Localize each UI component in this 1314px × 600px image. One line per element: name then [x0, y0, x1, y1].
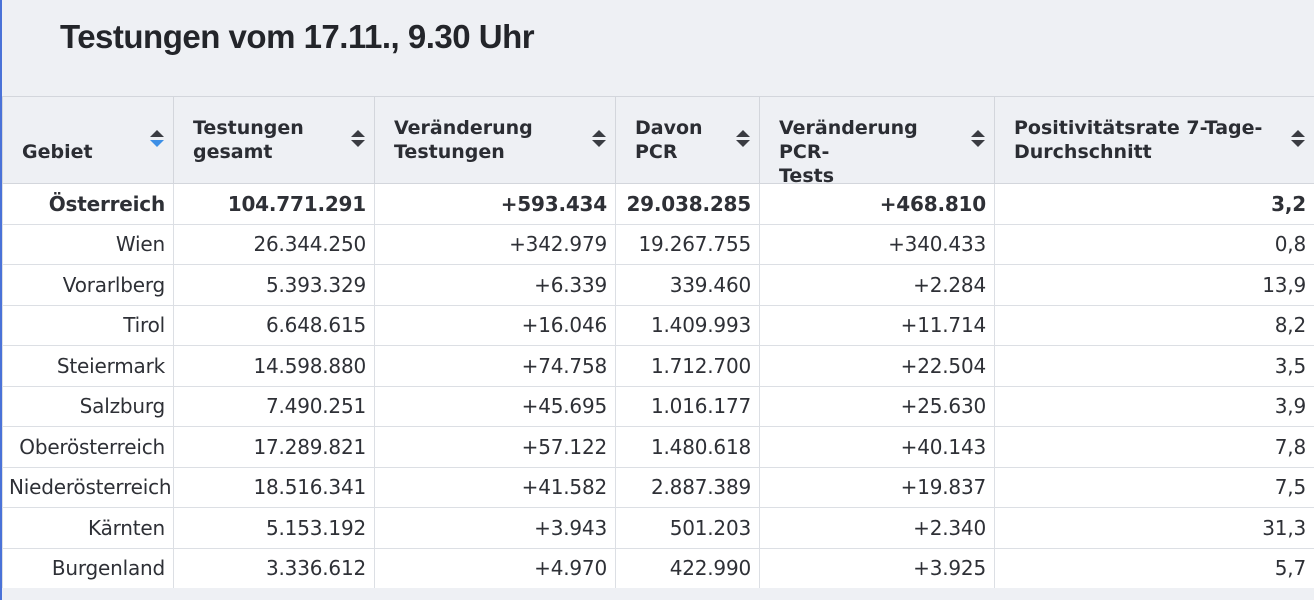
cell-veraenderung-pcr-tests: +19.837 [759, 466, 995, 508]
cell-veraenderung-testungen: +4.970 [374, 547, 616, 589]
cell-veraenderung-testungen: +6.339 [374, 264, 616, 306]
cell-testungen-gesamt: 26.344.250 [173, 223, 375, 265]
column-header-label: Positivitätsrate 7-Tage- Durchschnitt [1014, 117, 1263, 163]
cell-testungen-gesamt: 104.771.291 [173, 183, 375, 225]
cell-gebiet: Wien [2, 223, 174, 265]
cell-testungen-gesamt: 3.336.612 [173, 547, 375, 589]
column-header-label: Davon PCR [635, 117, 703, 163]
cell-davon-pcr: 1.016.177 [615, 385, 760, 427]
cell-gebiet: Vorarlberg [2, 264, 174, 306]
cell-testungen-gesamt: 14.598.880 [173, 345, 375, 387]
cell-veraenderung-testungen: +3.943 [374, 507, 616, 549]
cell-gebiet: Steiermark [2, 345, 174, 387]
cell-testungen-gesamt: 5.153.192 [173, 507, 375, 549]
cell-gebiet: Niederösterreich [2, 466, 174, 508]
table-row: Steiermark 14.598.880 +74.758 1.712.700 … [2, 345, 1314, 387]
cell-veraenderung-testungen: +41.582 [374, 466, 616, 508]
column-header-davon-pcr[interactable]: Davon PCR [615, 96, 760, 184]
cell-positivitaetsrate: 3,2 [994, 183, 1314, 225]
cell-veraenderung-pcr-tests: +22.504 [759, 345, 995, 387]
cell-veraenderung-pcr-tests: +2.284 [759, 264, 995, 306]
cell-gebiet: Salzburg [2, 385, 174, 427]
cell-davon-pcr: 2.887.389 [615, 466, 760, 508]
table-row: Burgenland 3.336.612 +4.970 422.990 +3.9… [2, 547, 1314, 589]
cell-testungen-gesamt: 6.648.615 [173, 304, 375, 346]
cell-veraenderung-pcr-tests: +3.925 [759, 547, 995, 589]
sort-icon[interactable] [971, 130, 985, 148]
cell-davon-pcr: 501.203 [615, 507, 760, 549]
cell-davon-pcr: 422.990 [615, 547, 760, 589]
cell-davon-pcr: 29.038.285 [615, 183, 760, 225]
cell-positivitaetsrate: 0,8 [994, 223, 1314, 265]
cell-veraenderung-pcr-tests: +468.810 [759, 183, 995, 225]
cell-veraenderung-pcr-tests: +11.714 [759, 304, 995, 346]
cell-positivitaetsrate: 31,3 [994, 507, 1314, 549]
column-header-veraenderung-pcr-tests[interactable]: Veränderung PCR- Tests [759, 96, 995, 187]
cell-testungen-gesamt: 18.516.341 [173, 466, 375, 508]
cell-gebiet: Burgenland [2, 547, 174, 589]
column-header-label: Veränderung PCR- Tests [779, 117, 918, 187]
table-row: Niederösterreich 18.516.341 +41.582 2.88… [2, 466, 1314, 508]
cell-positivitaetsrate: 7,8 [994, 426, 1314, 468]
sort-icon[interactable] [150, 130, 164, 148]
cell-davon-pcr: 19.267.755 [615, 223, 760, 265]
cell-veraenderung-pcr-tests: +2.340 [759, 507, 995, 549]
column-header-label: Veränderung Testungen [394, 117, 533, 163]
sort-icon[interactable] [736, 130, 750, 148]
table-row: Vorarlberg 5.393.329 +6.339 339.460 +2.2… [2, 264, 1314, 306]
table-row: Tirol 6.648.615 +16.046 1.409.993 +11.71… [2, 304, 1314, 346]
column-header-label: Testungen gesamt [193, 117, 304, 163]
cell-davon-pcr: 1.712.700 [615, 345, 760, 387]
page-title: Testungen vom 17.11., 9.30 Uhr [60, 18, 535, 55]
cell-gebiet: Kärnten [2, 507, 174, 549]
cell-gebiet: Oberösterreich [2, 426, 174, 468]
cell-davon-pcr: 1.480.618 [615, 426, 760, 468]
testing-table: Gebiet Testungen gesamt Veränderung Test… [2, 96, 1314, 589]
table-row: Salzburg 7.490.251 +45.695 1.016.177 +25… [2, 385, 1314, 427]
sort-icon[interactable] [1291, 130, 1305, 148]
table-row: Österreich 104.771.291 +593.434 29.038.2… [2, 183, 1314, 225]
cell-testungen-gesamt: 7.490.251 [173, 385, 375, 427]
column-header-label: Gebiet [22, 141, 93, 163]
table-row: Kärnten 5.153.192 +3.943 501.203 +2.340 … [2, 507, 1314, 549]
cell-gebiet: Österreich [2, 183, 174, 225]
column-header-testungen-gesamt[interactable]: Testungen gesamt [173, 96, 375, 184]
cell-veraenderung-pcr-tests: +40.143 [759, 426, 995, 468]
cell-positivitaetsrate: 8,2 [994, 304, 1314, 346]
cell-gebiet: Tirol [2, 304, 174, 346]
cell-positivitaetsrate: 3,9 [994, 385, 1314, 427]
sort-icon[interactable] [592, 130, 606, 148]
table-body: Österreich 104.771.291 +593.434 29.038.2… [2, 183, 1314, 589]
cell-positivitaetsrate: 7,5 [994, 466, 1314, 508]
table-row: Wien 26.344.250 +342.979 19.267.755 +340… [2, 223, 1314, 265]
cell-veraenderung-testungen: +16.046 [374, 304, 616, 346]
cell-veraenderung-pcr-tests: +340.433 [759, 223, 995, 265]
cell-veraenderung-pcr-tests: +25.630 [759, 385, 995, 427]
cell-positivitaetsrate: 5,7 [994, 547, 1314, 589]
column-header-gebiet[interactable]: Gebiet [2, 96, 174, 184]
column-header-positivitaetsrate[interactable]: Positivitätsrate 7-Tage- Durchschnitt [994, 96, 1314, 184]
cell-davon-pcr: 339.460 [615, 264, 760, 306]
cell-veraenderung-testungen: +342.979 [374, 223, 616, 265]
cell-positivitaetsrate: 13,9 [994, 264, 1314, 306]
column-header-veraenderung-testungen[interactable]: Veränderung Testungen [374, 96, 616, 184]
header-row: Gebiet Testungen gesamt Veränderung Test… [2, 96, 1314, 187]
cell-testungen-gesamt: 5.393.329 [173, 264, 375, 306]
cell-positivitaetsrate: 3,5 [994, 345, 1314, 387]
cell-veraenderung-testungen: +593.434 [374, 183, 616, 225]
cell-veraenderung-testungen: +45.695 [374, 385, 616, 427]
cell-davon-pcr: 1.409.993 [615, 304, 760, 346]
table-row: Oberösterreich 17.289.821 +57.122 1.480.… [2, 426, 1314, 468]
sort-icon[interactable] [351, 130, 365, 148]
cell-veraenderung-testungen: +57.122 [374, 426, 616, 468]
cell-veraenderung-testungen: +74.758 [374, 345, 616, 387]
cell-testungen-gesamt: 17.289.821 [173, 426, 375, 468]
footer-strip [2, 588, 1314, 600]
